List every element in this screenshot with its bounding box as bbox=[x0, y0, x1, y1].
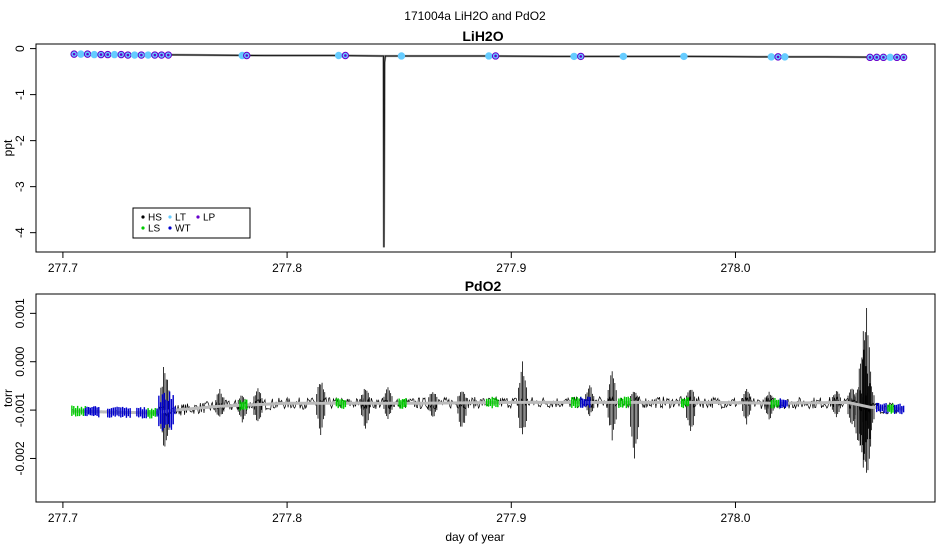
calibration-point-dot bbox=[400, 54, 403, 58]
calibration-point-dot bbox=[776, 55, 780, 59]
legend-label-lp: LP bbox=[203, 213, 216, 224]
calibration-point-dot bbox=[783, 55, 787, 59]
pdo2-calibration-segments bbox=[71, 391, 905, 431]
x-tick-label: 277.8 bbox=[272, 511, 302, 525]
pdo2-plot-frame bbox=[35, 293, 936, 503]
calibration-point-dot bbox=[113, 53, 116, 56]
calibration-point-dot bbox=[79, 52, 83, 56]
calibration-point-dot bbox=[770, 55, 773, 59]
lih2o-y-axis: 0 -1 -2 -3 -4 bbox=[13, 45, 36, 238]
calibration-point-dot bbox=[888, 56, 892, 59]
calibration-point-dot bbox=[337, 54, 340, 57]
y-tick-label: -0.001 bbox=[13, 393, 27, 427]
lih2o-plot-frame bbox=[35, 43, 936, 253]
calibration-point-dot bbox=[245, 54, 249, 57]
calibration-point-dot bbox=[875, 56, 879, 59]
legend-label-hs: HS bbox=[148, 213, 162, 224]
calibration-point-dot bbox=[166, 53, 170, 57]
calibration-point-dot bbox=[160, 53, 163, 57]
y-tick-label: 0 bbox=[13, 45, 27, 52]
pdo2-y-axis: 0.001 0.000 -0.001 -0.002 bbox=[13, 298, 36, 475]
legend-label-ls: LS bbox=[148, 224, 161, 235]
pdo2-ylabel: torr bbox=[1, 389, 15, 407]
pdo2-xlabel: day of year bbox=[445, 530, 504, 544]
calibration-point-dot bbox=[622, 55, 625, 58]
calibration-point-dot bbox=[868, 56, 872, 59]
lih2o-x-axis: 277.7 277.8 277.9 278.0 bbox=[48, 252, 751, 275]
legend-box bbox=[132, 207, 251, 239]
calibration-point-dot bbox=[119, 53, 123, 56]
figure-title: 171004a LiH2O and PdO2 bbox=[404, 9, 546, 23]
y-tick-label: -2 bbox=[13, 135, 27, 146]
calibration-point-dot bbox=[895, 56, 899, 59]
legend-marker-lp bbox=[196, 215, 200, 219]
calibration-point-dot bbox=[572, 55, 576, 58]
legend-marker-hs bbox=[141, 215, 145, 219]
pdo2-spikes bbox=[160, 308, 875, 473]
calibration-point-dot bbox=[153, 53, 157, 57]
y-tick-label: -4 bbox=[13, 227, 27, 238]
calibration-point-dot bbox=[494, 54, 497, 58]
calibration-point-dot bbox=[126, 53, 130, 57]
x-tick-label: 277.9 bbox=[496, 511, 526, 525]
lih2o-ylabel: ppt bbox=[1, 139, 15, 156]
pdo2-title: PdO2 bbox=[465, 278, 502, 294]
legend-marker-ls bbox=[141, 226, 145, 230]
lih2o-title: LiH2O bbox=[462, 28, 503, 44]
x-tick-label: 277.8 bbox=[272, 261, 302, 275]
legend-label-lt: LT bbox=[175, 213, 186, 224]
calibration-point-dot bbox=[240, 54, 244, 57]
calibration-point-dot bbox=[106, 53, 110, 56]
legend-marker-lt bbox=[168, 215, 172, 219]
calibration-point-dot bbox=[146, 53, 150, 57]
calibration-point-dot bbox=[344, 54, 347, 57]
lih2o-panel: LiH2O ppt 277.7 277.8 277.9 278.0 0 -1 -2 -3 -4… bbox=[1, 28, 936, 275]
x-tick-label: 277.7 bbox=[48, 511, 78, 525]
pdo2-x-axis: 277.7 277.8 277.9 278.0 bbox=[48, 502, 751, 525]
calibration-point-dot bbox=[92, 53, 96, 56]
y-tick-label: -3 bbox=[13, 181, 27, 192]
calibration-point-dot bbox=[579, 55, 583, 58]
calibration-point-dot bbox=[140, 53, 143, 57]
calibration-point-dot bbox=[487, 54, 491, 58]
pdo2-panel: PdO2 torr day of year 277.7 277.8 277.9 278… bbox=[1, 278, 936, 544]
x-tick-label: 277.7 bbox=[48, 261, 78, 275]
y-tick-label: 0.001 bbox=[13, 298, 27, 328]
calibration-point-dot bbox=[72, 52, 76, 56]
y-tick-label: -1 bbox=[13, 89, 27, 100]
calibration-point-dot bbox=[99, 53, 103, 56]
y-tick-label: 0.000 bbox=[13, 346, 27, 376]
x-tick-label: 278.0 bbox=[720, 511, 750, 525]
legend-marker-wt bbox=[168, 226, 172, 230]
y-tick-label: -0.002 bbox=[13, 441, 27, 475]
x-tick-label: 278.0 bbox=[720, 261, 750, 275]
lih2o-calibration-points bbox=[70, 50, 908, 62]
calibration-point-dot bbox=[682, 55, 686, 58]
calibration-point-dot bbox=[133, 53, 136, 57]
x-tick-label: 277.9 bbox=[496, 261, 526, 275]
calibration-point-dot bbox=[882, 56, 885, 59]
calibration-point-dot bbox=[902, 56, 905, 59]
calibration-point-dot bbox=[86, 52, 89, 56]
legend-label-wt: WT bbox=[175, 224, 191, 235]
